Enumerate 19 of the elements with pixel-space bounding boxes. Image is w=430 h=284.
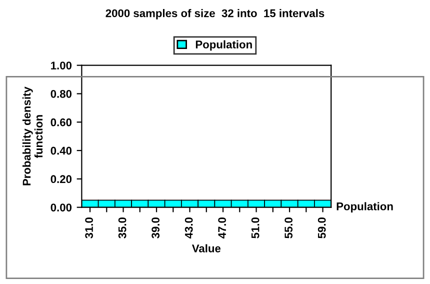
legend-label: Population xyxy=(196,40,252,51)
x-tick-label: 31.0 xyxy=(85,217,94,238)
x-tick-label: 51.0 xyxy=(251,217,260,238)
chart-title: 2000 samples of size 32 into 15 intervals xyxy=(106,9,324,20)
y-tick-label: 0.60 xyxy=(50,118,72,126)
x-tick-label: 35.0 xyxy=(118,217,126,238)
text: Population xyxy=(336,202,393,212)
x-axis-title: Value xyxy=(192,244,221,252)
y-tick-label: 0.00 xyxy=(50,204,72,212)
y-tick-label: 0.80 xyxy=(50,90,72,98)
y-tick-label: 0.40 xyxy=(50,146,72,155)
x-tick-label: 39.0 xyxy=(152,217,160,238)
y-tick-label: 1.00 xyxy=(51,62,72,70)
y-axis-title: Probability density function xyxy=(22,86,43,186)
x-tick-label: 43.0 xyxy=(184,217,193,238)
y-tick-label: 0.20 xyxy=(50,175,72,184)
x-tick-label: 47.0 xyxy=(218,217,226,238)
x-tick-label: 59.0 xyxy=(318,217,326,238)
x-tick-label: 55.0 xyxy=(284,217,293,238)
